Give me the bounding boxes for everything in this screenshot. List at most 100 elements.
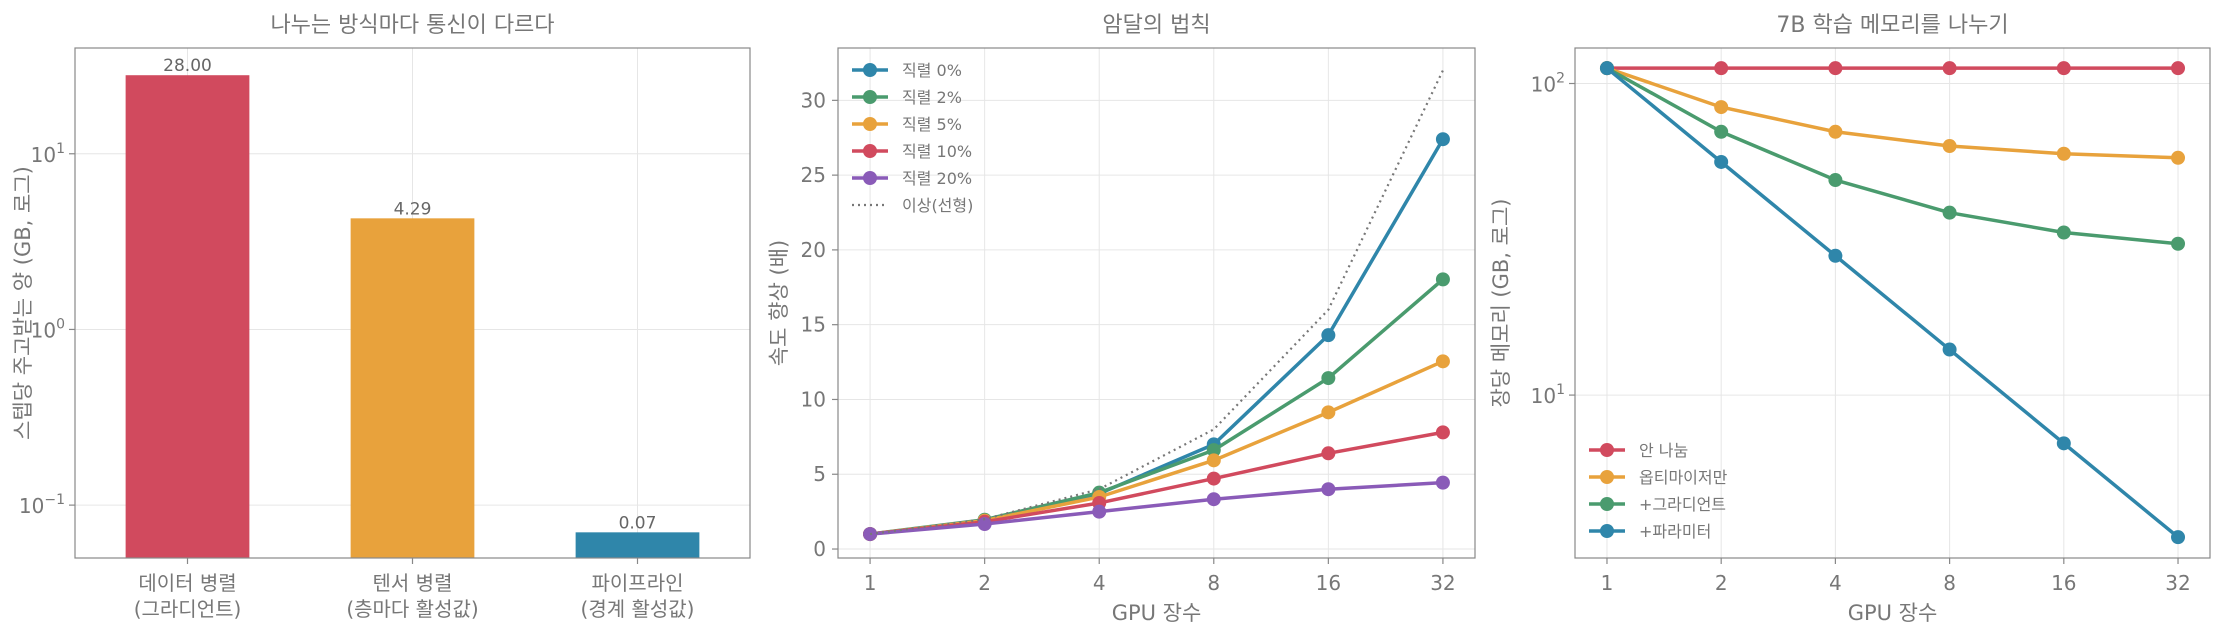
series-2-point-4	[1321, 405, 1336, 420]
amdahl-line-chart-panel: 0 5 10 15 20 25 30 1 2 4 8 16 32 암달의 법칙 GPU 장수 속도 향상 (배…	[767, 13, 1476, 625]
series-line-4	[869, 480, 1444, 536]
x-tick-label-1: 2	[978, 571, 991, 595]
series-3-point-1	[1714, 154, 1729, 169]
legend-label-2: 직렬 5%	[902, 115, 962, 134]
series-0-point-1	[1714, 61, 1729, 76]
series-2-point-5	[2171, 236, 2186, 251]
legend-marker-1	[863, 90, 877, 104]
series-line-1	[869, 278, 1445, 536]
x-tick-label-5: 32	[1430, 571, 1455, 595]
x-tick-label-0: 1	[864, 571, 877, 595]
x-tick-label-4: 16	[1316, 571, 1341, 595]
legend-marker-3	[1600, 524, 1614, 538]
legend-label-0: 직렬 0%	[902, 61, 962, 80]
series-2-point-3	[1206, 453, 1221, 468]
y-tick-label-3: 15	[801, 313, 826, 337]
legend-marker-0	[863, 63, 877, 77]
series-3-point-2	[1828, 248, 1843, 263]
series-3-point-5	[1435, 425, 1450, 440]
x-tick-label-1-line1: 텐서 병렬	[373, 571, 453, 595]
series-1-point-5	[2171, 150, 2186, 165]
series-3-point-3	[1206, 471, 1221, 486]
legend-label-3: +파라미터	[1639, 522, 1711, 541]
series-4-point-3	[1206, 492, 1221, 507]
y-tick-label-6: 30	[801, 88, 826, 112]
legend-label-2: +그라디언트	[1639, 495, 1726, 514]
y-tick-label-5: 25	[801, 163, 826, 187]
y-tick-label-2: 10	[801, 387, 826, 411]
x-tick-label-1: 2	[1715, 571, 1728, 595]
x-tick-label-2-line2: (경계 활성값)	[581, 597, 695, 621]
legend-label-3: 직렬 10%	[902, 142, 972, 161]
x-axis-label: GPU 장수	[1848, 601, 1938, 625]
series-line-3	[1605, 66, 2180, 539]
series-0-point-4	[2056, 61, 2071, 76]
series-4-point-2	[1092, 504, 1107, 519]
legend-marker-1	[1600, 470, 1614, 484]
series-line-1	[1606, 66, 2179, 160]
series-line-2	[1606, 66, 2179, 246]
x-tick-label-4: 16	[2051, 571, 2076, 595]
series-2-point-2	[1828, 173, 1843, 188]
series-1-point-2	[1828, 124, 1843, 139]
series-0-point-2	[1828, 61, 1843, 76]
series-2-point-3	[1942, 205, 1957, 220]
series-3-point-4	[2056, 436, 2071, 451]
legend-marker-3	[863, 144, 877, 158]
y-tick-label-4: 20	[801, 238, 826, 262]
series-1-point-1	[1714, 100, 1729, 115]
series-0-point-4	[1321, 328, 1336, 343]
legend-marker-0	[1600, 443, 1614, 457]
series-1-point-3	[1942, 139, 1957, 154]
y-tick-label-0: 0	[813, 537, 826, 561]
chart-title: 암달의 법칙	[1102, 13, 1210, 38]
legend-label-5: 이상(선형)	[902, 196, 973, 215]
series-0-point-3	[1942, 61, 1957, 76]
bar-value-label-2: 0.07	[619, 513, 657, 533]
legend-label-1: 옵티마이저만	[1639, 468, 1728, 487]
series-1-point-4	[1321, 371, 1336, 386]
bar-1	[350, 218, 475, 558]
series-1-point-5	[1435, 272, 1450, 287]
y-tick-label-1: 102	[1531, 71, 1565, 97]
legend-marker-4	[863, 171, 877, 185]
series-3-point-5	[2171, 530, 2186, 545]
plot-frame	[1574, 47, 2211, 559]
legend-marker-2	[863, 117, 877, 131]
series-2-point-5	[1435, 354, 1450, 369]
x-tick-label-0-line1: 데이터 병렬	[138, 571, 236, 595]
series-3-point-3	[1942, 342, 1957, 357]
legend-marker-2	[1600, 497, 1614, 511]
y-axis-label: 장당 메모리 (GB, 로그)	[1489, 198, 1513, 407]
x-tick-label-2: 4	[1093, 571, 1106, 595]
chart-title: 7B 학습 메모리를 나누기	[1776, 13, 2008, 38]
series-2-point-4	[2056, 225, 2071, 240]
series-1-point-4	[2056, 146, 2071, 161]
series-4-point-5	[1435, 475, 1450, 490]
bar-value-label-0: 28.00	[163, 56, 212, 76]
x-tick-label-0-line2: (그라디언트)	[134, 597, 242, 621]
series-3-point-4	[1321, 446, 1336, 461]
x-tick-label-2-line1: 파이프라인	[592, 571, 684, 595]
plot-frame	[837, 47, 1476, 559]
series-3-point-0	[1599, 61, 1614, 76]
x-tick-label-0: 1	[1601, 571, 1614, 595]
series-4-point-4	[1321, 482, 1336, 497]
x-tick-label-2: 4	[1829, 571, 1842, 595]
comm-bar-chart-panel: 28.00 4.29 0.07 10−1 100 101 데이터 병렬(그라디언트) 텐서 병…	[11, 13, 751, 621]
x-tick-label-3: 8	[1207, 571, 1220, 595]
y-axis-label: 스텝당 주고받는 양 (GB, 로그)	[11, 166, 35, 440]
y-axis-label: 속도 향상 (배)	[767, 240, 791, 366]
bar-0	[125, 75, 250, 558]
series-2-point-1	[1714, 124, 1729, 139]
series-0-point-5	[2171, 61, 2186, 76]
series-4-point-1	[977, 517, 992, 532]
series-line-3	[869, 430, 1444, 536]
bar-2	[575, 532, 700, 558]
x-axis-label: GPU 장수	[1112, 601, 1202, 625]
y-tick-label-1: 100	[31, 316, 65, 342]
legend-label-0: 안 나눔	[1639, 441, 1688, 460]
memory-line-chart-panel: 101 102 1 2 4 8 16 32 7B 학습 메모리를 나누기 GPU 장수 장당 메모리…	[1489, 13, 2211, 625]
series-0-point-5	[1435, 132, 1450, 147]
